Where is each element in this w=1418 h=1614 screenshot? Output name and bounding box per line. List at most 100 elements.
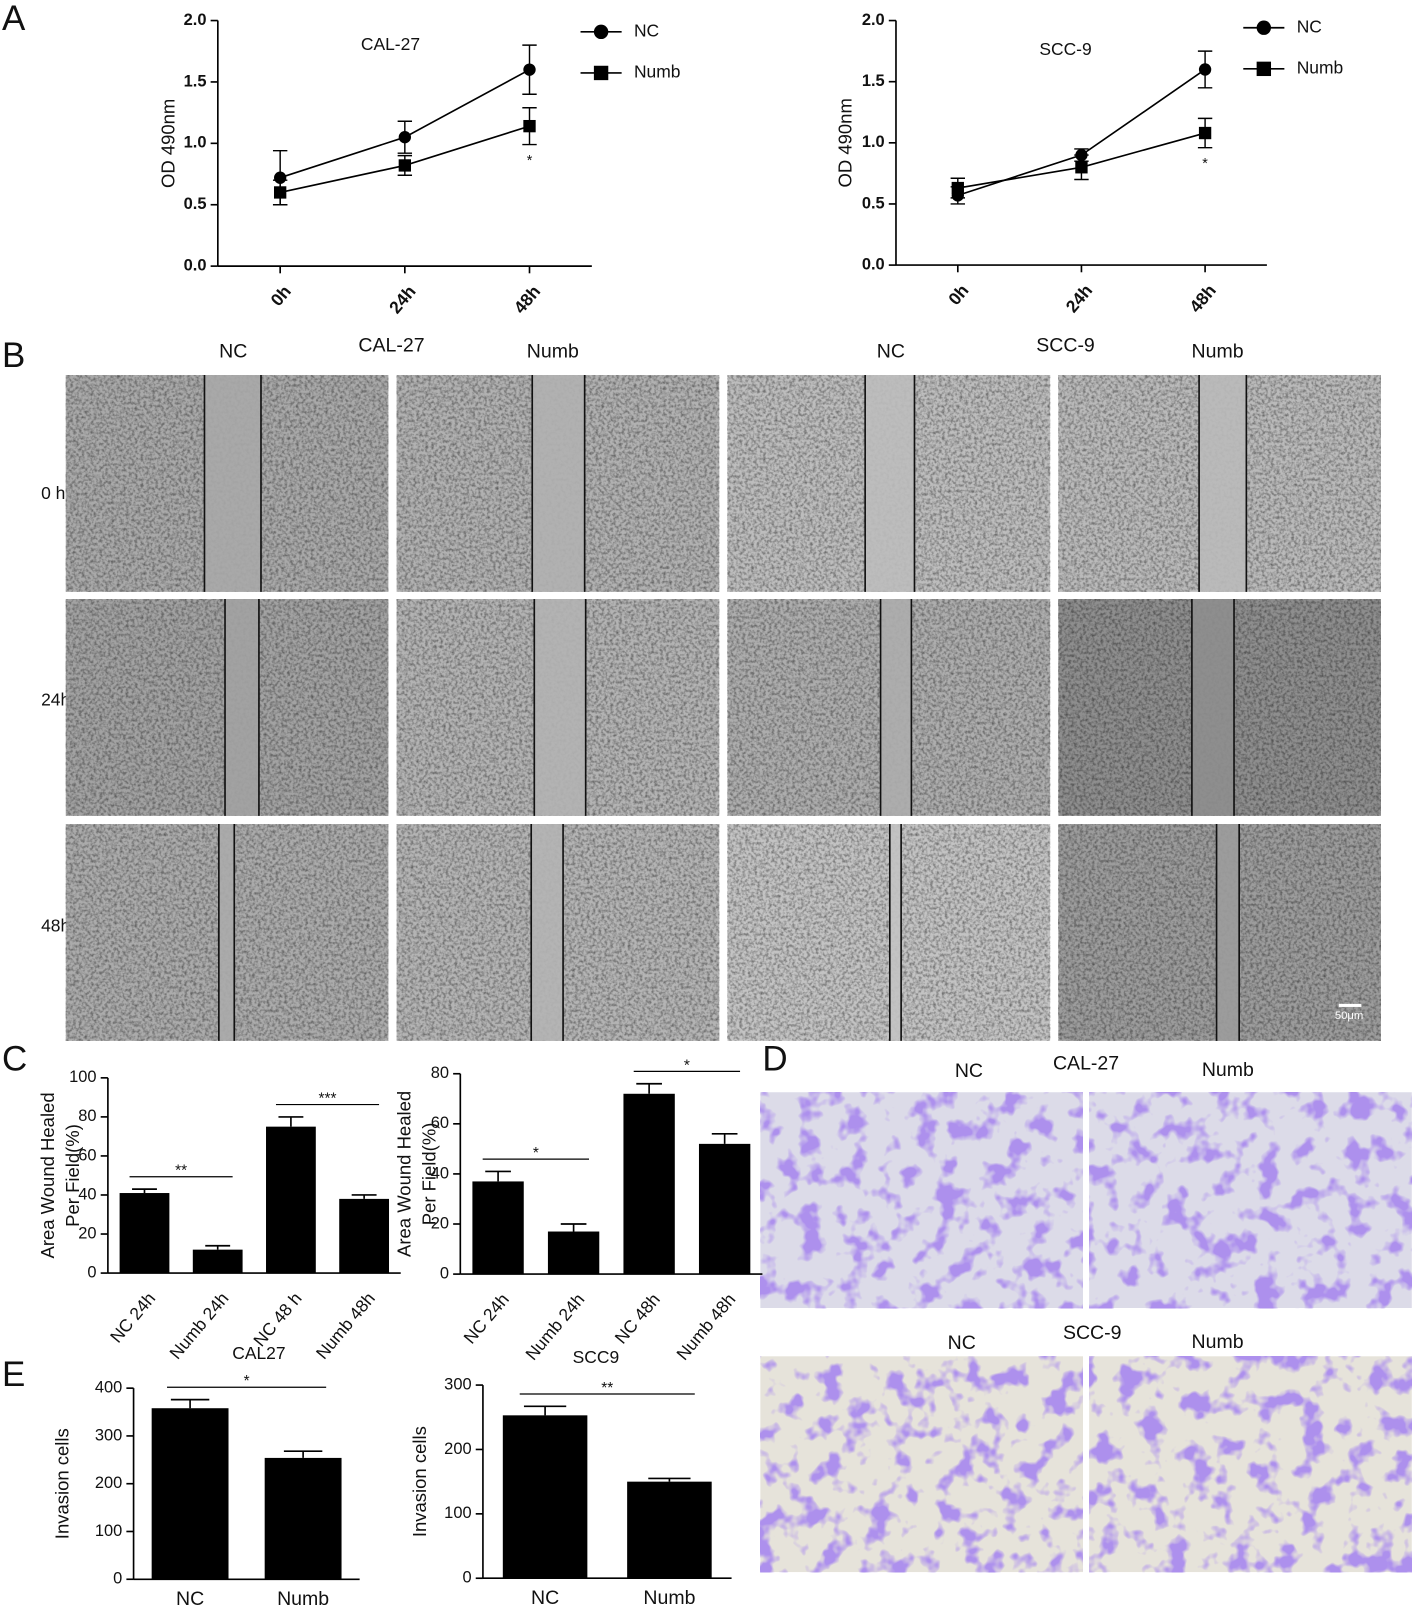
error-bar xyxy=(283,1450,323,1458)
y-tick-label: 1.5 xyxy=(862,72,885,90)
x-tick-label: NC xyxy=(531,1587,559,1609)
y-tick-label: 0.0 xyxy=(184,256,207,274)
x-tick-label: NC 24h xyxy=(460,1289,513,1347)
marker xyxy=(398,159,411,172)
error-bar xyxy=(132,1188,157,1194)
marker xyxy=(951,181,964,195)
scale-bar-label: 50μm xyxy=(1335,1010,1363,1022)
marker xyxy=(1075,161,1088,174)
bar xyxy=(698,1143,751,1275)
wound-gap xyxy=(889,824,902,1041)
y-tick-label: 1.5 xyxy=(184,72,207,90)
legend-marker xyxy=(593,24,609,40)
y-tick-label: 1.0 xyxy=(184,134,207,152)
x-tick-label: Numb 48h xyxy=(312,1288,379,1363)
wound-gap xyxy=(1199,375,1247,592)
y-tick-label: 20 xyxy=(431,1214,449,1232)
y-tick-label: 60 xyxy=(78,1146,96,1164)
bar xyxy=(502,1415,588,1579)
stained-cells xyxy=(1089,1092,1412,1309)
y-tick-label: 0 xyxy=(87,1263,96,1281)
marker xyxy=(398,131,411,144)
column-header: NC xyxy=(219,341,247,363)
legend-label: NC xyxy=(1297,16,1322,36)
y-tick-label: 60 xyxy=(431,1114,449,1132)
error-bar xyxy=(711,1133,738,1144)
annotation: ** xyxy=(601,1380,613,1397)
annotation: * xyxy=(533,1145,539,1162)
scale-bar xyxy=(1338,1003,1362,1007)
marker xyxy=(274,186,287,199)
y-axis-label: OD 490nm xyxy=(835,98,856,187)
y-tick-label: 0 xyxy=(113,1570,122,1588)
wound-gap xyxy=(204,375,261,592)
marker xyxy=(1198,63,1212,76)
wound-gap xyxy=(534,599,586,816)
bar xyxy=(623,1093,675,1275)
y-axis-label: Invasion cells xyxy=(409,1426,430,1537)
y-axis-label: Per Field(%) xyxy=(62,1124,83,1227)
x-tick-label: Numb xyxy=(277,1588,329,1610)
stained-cells xyxy=(760,1092,1083,1309)
legend-label: NC xyxy=(634,20,659,40)
y-tick-label: 80 xyxy=(78,1107,96,1125)
annotation: * xyxy=(684,1057,690,1074)
y-axis-label: OD 490nm xyxy=(157,99,178,188)
invasion-images xyxy=(760,1092,1412,1573)
y-tick-label: 300 xyxy=(444,1375,471,1393)
panel-label: C xyxy=(2,1040,27,1079)
legend-marker xyxy=(593,65,609,81)
y-tick-label: 0 xyxy=(462,1569,471,1587)
error-bar xyxy=(485,1170,511,1182)
marker xyxy=(523,119,536,133)
bar xyxy=(151,1408,229,1580)
column-header: NC xyxy=(877,341,905,363)
wound-gap xyxy=(531,824,564,1041)
chart-title: SCC9 xyxy=(573,1347,620,1367)
error-bar xyxy=(170,1398,210,1409)
annotation: ** xyxy=(175,1163,187,1180)
y-tick-label: 2.0 xyxy=(184,11,207,29)
bar xyxy=(627,1481,712,1579)
wound-gap xyxy=(532,375,585,592)
panel-label: D xyxy=(762,1040,787,1079)
column-header: NC xyxy=(948,1332,976,1354)
legend-marker xyxy=(1256,61,1272,77)
row-label: 48h xyxy=(41,915,70,935)
column-header: NC xyxy=(955,1060,983,1082)
column-header: SCC-9 xyxy=(1063,1322,1122,1344)
row-label: 0 h xyxy=(41,483,65,503)
stained-cells xyxy=(760,1356,1083,1573)
panel-label: B xyxy=(2,336,25,375)
wound-gap xyxy=(880,599,912,816)
wound-gap xyxy=(865,375,915,592)
y-tick-label: 200 xyxy=(95,1474,122,1492)
x-tick-label: 48h xyxy=(510,281,545,317)
y-tick-label: 80 xyxy=(431,1064,449,1082)
bar xyxy=(547,1231,600,1275)
y-axis-label: Area Wound Healed xyxy=(37,1092,58,1258)
error-bar xyxy=(205,1244,231,1250)
cell-texture xyxy=(727,824,1051,1041)
annotation: * xyxy=(527,153,533,169)
wound-gap xyxy=(1191,599,1235,816)
legend-label: Numb xyxy=(634,62,681,82)
column-header: SCC-9 xyxy=(1036,334,1095,356)
panel-label: E xyxy=(2,1355,25,1394)
y-tick-label: 200 xyxy=(444,1440,471,1458)
y-tick-label: 0.5 xyxy=(862,194,885,212)
x-tick-label: NC 48h xyxy=(611,1289,664,1347)
panel-label: A xyxy=(2,0,26,38)
y-tick-label: 20 xyxy=(78,1224,96,1242)
y-axis-label: Invasion cells xyxy=(52,1428,73,1539)
annotation: * xyxy=(244,1373,250,1390)
y-tick-label: 0.0 xyxy=(862,255,885,273)
y-tick-label: 40 xyxy=(431,1164,449,1182)
chart-title: SCC-9 xyxy=(1039,39,1091,59)
legend-marker xyxy=(1256,20,1272,35)
x-tick-label: 24h xyxy=(1062,280,1097,316)
column-header: Numb xyxy=(1202,1059,1254,1081)
error-bar xyxy=(636,1082,662,1094)
